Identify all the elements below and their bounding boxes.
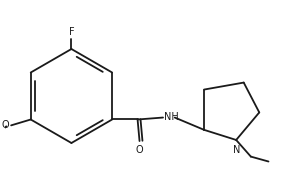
- Text: O: O: [1, 120, 9, 130]
- Text: O: O: [136, 145, 143, 155]
- Text: N: N: [233, 145, 241, 155]
- Text: NH: NH: [164, 112, 179, 122]
- Text: F: F: [69, 27, 74, 37]
